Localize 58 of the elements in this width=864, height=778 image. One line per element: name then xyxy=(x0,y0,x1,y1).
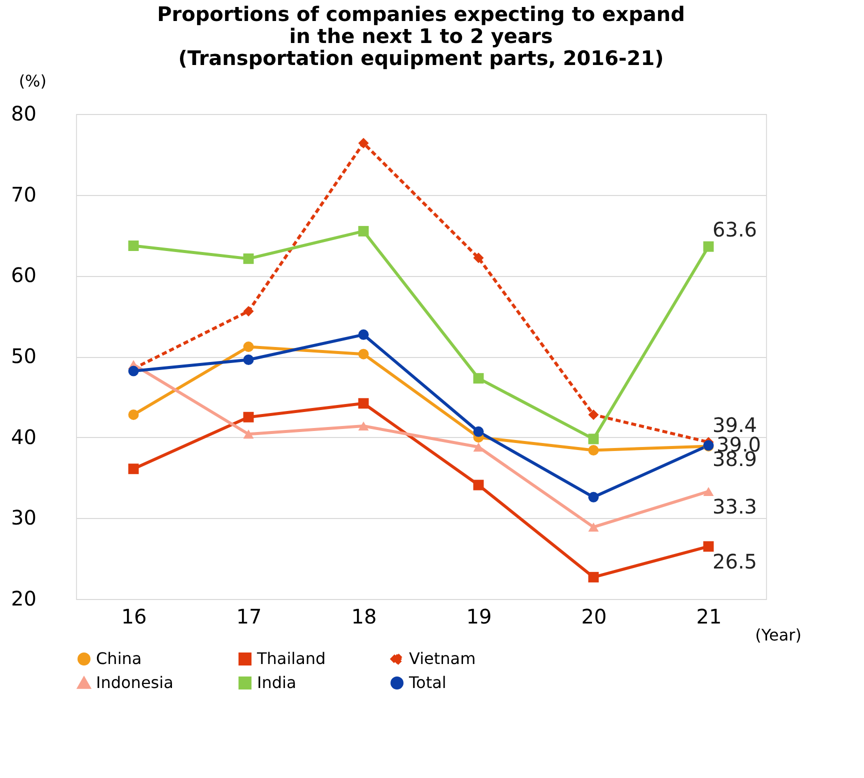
legend-label: Indonesia xyxy=(96,673,174,692)
point xyxy=(358,226,369,236)
point xyxy=(358,348,369,360)
point xyxy=(243,253,254,264)
point xyxy=(243,412,254,422)
y-tick-label: 40 xyxy=(11,424,36,449)
point xyxy=(473,373,484,384)
legend-label: India xyxy=(257,673,296,692)
x-axis-title: (Year) xyxy=(755,626,802,644)
point xyxy=(588,572,599,582)
x-tick-label: 19 xyxy=(466,604,492,628)
y-tick-label: 30 xyxy=(11,506,36,530)
point xyxy=(588,522,599,532)
point xyxy=(128,409,139,420)
point xyxy=(243,342,254,352)
point xyxy=(473,480,484,490)
point xyxy=(588,434,599,444)
y-tick-label: 70 xyxy=(11,182,36,206)
x-tick-label: 16 xyxy=(121,604,147,628)
y-tick-label: 50 xyxy=(11,344,36,368)
legend-label: Vietnam xyxy=(409,649,476,668)
point xyxy=(358,398,369,409)
y-tick-label: 20 xyxy=(11,586,36,610)
point xyxy=(128,240,139,251)
point xyxy=(473,442,484,452)
point xyxy=(243,354,254,365)
point xyxy=(358,329,369,340)
point xyxy=(358,421,369,431)
text: (Transportation equipment parts, 2016-21) xyxy=(178,46,664,70)
point xyxy=(703,541,714,552)
data-label: 33.3 xyxy=(712,494,758,518)
x-tick-label: 17 xyxy=(236,604,262,628)
legend-label: Thailand xyxy=(256,649,326,668)
point xyxy=(128,464,139,474)
point xyxy=(588,492,599,502)
x-tick-label: 18 xyxy=(351,604,377,628)
point xyxy=(588,409,599,420)
point xyxy=(703,486,714,496)
data-label: 63.6 xyxy=(712,218,758,242)
data-label: 39.4 xyxy=(712,413,758,438)
point xyxy=(128,366,139,376)
point xyxy=(243,306,254,316)
point xyxy=(703,241,714,252)
x-tick-label: 21 xyxy=(696,604,722,628)
legend-label: Total xyxy=(408,673,446,692)
point xyxy=(588,445,599,456)
text: in the next 1 to 2 years xyxy=(289,24,553,48)
x-tick-label: 20 xyxy=(581,604,607,628)
point xyxy=(473,252,484,264)
point xyxy=(473,426,484,437)
y-tick-label: 80 xyxy=(11,102,36,126)
point xyxy=(243,430,254,439)
point xyxy=(358,138,369,148)
y-axis-title: (%) xyxy=(18,72,46,90)
y-tick-label: 60 xyxy=(11,263,36,288)
legend-label: China xyxy=(96,649,142,668)
text: Proportions of companies expecting to expand xyxy=(157,2,685,26)
data-label: 26.5 xyxy=(712,549,758,574)
